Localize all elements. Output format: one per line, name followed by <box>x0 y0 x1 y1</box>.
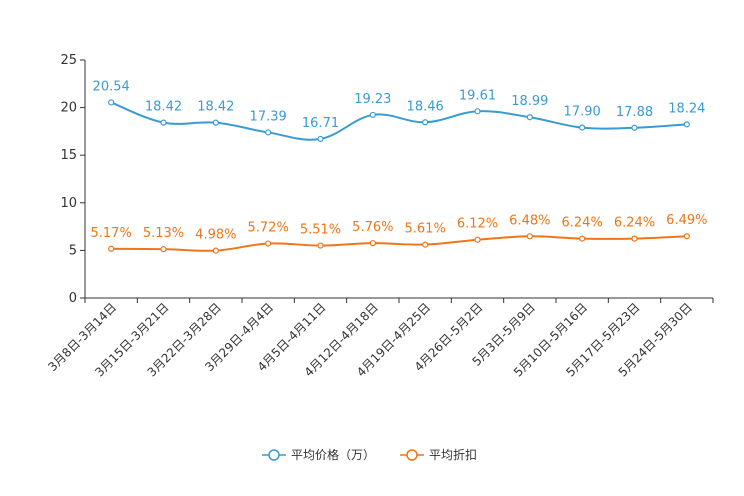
y-tick-label: 0 <box>69 291 77 306</box>
legend-marker-icon <box>268 449 280 461</box>
data-point <box>369 111 376 119</box>
series-avg-discount: 5.17% 5.13% 4.98% 5.72% 5.51% 5.76% 5.61% 6.12%… <box>91 213 707 254</box>
series-avg-price: 20.54 18.42 18.42 17.39 16.71 19.23 18.46 19.61… <box>93 79 705 143</box>
data-label: 5.72% <box>248 221 289 236</box>
data-point <box>579 235 586 242</box>
data-label: 6.48% <box>509 213 550 228</box>
legend-label: 平均价格（万） <box>291 447 375 462</box>
y-tick-label: 5 <box>69 243 77 258</box>
data-label: 6.24% <box>614 216 655 231</box>
data-point <box>265 129 272 136</box>
data-label: 17.39 <box>250 109 287 124</box>
data-label: 5.17% <box>91 226 132 241</box>
data-label: 19.61 <box>459 88 496 103</box>
data-label: 6.49% <box>666 213 707 228</box>
data-point <box>212 247 219 254</box>
data-label: 18.42 <box>197 100 234 115</box>
data-point <box>317 135 324 143</box>
data-point <box>108 99 115 106</box>
data-point <box>108 245 115 252</box>
data-point <box>212 119 219 126</box>
data-label: 18.99 <box>511 94 548 109</box>
data-point <box>683 233 690 240</box>
series-layer: 20.54 18.42 18.42 17.39 16.71 19.23 18.46 19.61… <box>91 79 707 254</box>
data-point <box>631 124 638 131</box>
data-label: 17.90 <box>564 105 601 120</box>
data-point <box>474 108 481 115</box>
data-label: 16.71 <box>302 116 339 131</box>
data-label: 18.46 <box>407 99 444 114</box>
data-label: 4.98% <box>195 228 236 243</box>
data-label: 5.61% <box>405 222 446 237</box>
data-point <box>474 236 481 243</box>
data-label: 17.88 <box>616 105 653 120</box>
data-point <box>317 242 324 249</box>
data-label: 20.54 <box>93 79 130 94</box>
data-point <box>160 119 167 126</box>
data-label: 5.76% <box>352 220 393 235</box>
data-label: 18.24 <box>668 101 705 116</box>
y-tick-label: 10 <box>60 196 77 211</box>
data-label: 6.12% <box>457 217 498 232</box>
data-point <box>631 235 638 242</box>
data-label: 5.13% <box>143 226 184 241</box>
data-point <box>265 240 272 247</box>
data-point <box>683 121 690 128</box>
data-label: 6.24% <box>562 216 603 231</box>
series-line <box>111 235 687 252</box>
y-tick-label: 25 <box>60 53 77 68</box>
data-point <box>160 246 167 253</box>
data-label: 19.23 <box>354 92 391 107</box>
legend[interactable]: 平均价格（万） 平均折扣 <box>262 447 477 462</box>
data-point <box>369 240 376 247</box>
y-tick-label: 20 <box>60 101 77 116</box>
series-line <box>110 101 687 141</box>
legend-item-avg-price[interactable]: 平均价格（万） <box>262 447 375 462</box>
legend-label: 平均折扣 <box>429 447 477 462</box>
data-point <box>526 233 533 240</box>
data-point <box>422 119 429 126</box>
data-label: 5.51% <box>300 223 341 238</box>
data-point <box>579 124 586 131</box>
y-tick-label: 15 <box>60 148 77 163</box>
data-label: 18.42 <box>145 100 182 115</box>
legend-item-avg-discount[interactable]: 平均折扣 <box>400 447 477 462</box>
data-point <box>526 114 533 121</box>
data-point <box>422 241 429 248</box>
legend-marker-icon <box>406 449 418 461</box>
